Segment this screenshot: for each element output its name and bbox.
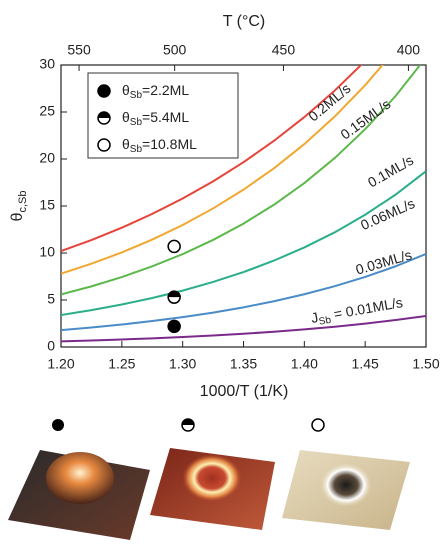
- afm-pit-3: [320, 463, 372, 507]
- curve-label: JSb = 0.01ML/s: [310, 294, 405, 329]
- legend-main: θ: [122, 136, 130, 152]
- marker: [98, 85, 110, 97]
- x-tick-label: 1.50: [412, 356, 439, 372]
- x2-tick-label: 450: [272, 42, 296, 58]
- y-tick-label: 25: [39, 103, 55, 119]
- y-tick-label: 30: [39, 56, 55, 72]
- y-tick-label: 10: [39, 244, 55, 260]
- y-tick-label: 0: [47, 338, 55, 354]
- legend-rest: =2.2ML: [142, 82, 189, 98]
- chart: T (°C) 1000/T (1/K) θc,Sb 1.201.251.301.…: [0, 0, 441, 540]
- legend-rest: =5.4ML: [142, 109, 189, 125]
- afm-ring-2: [182, 454, 242, 502]
- legend-main: θ: [122, 109, 130, 125]
- x-tick-label: 1.35: [230, 356, 257, 372]
- y-title-sub: c,Sb: [17, 191, 29, 213]
- marker: [98, 112, 110, 124]
- afm-images: [8, 419, 410, 540]
- y-axis-title: θc,Sb: [9, 191, 29, 222]
- lines: [61, 0, 426, 341]
- marker-circle: [98, 139, 110, 151]
- x2-tick-label: 550: [67, 42, 91, 58]
- curve-label-text: 0.03ML/s: [354, 246, 414, 277]
- icon-full: [52, 419, 64, 431]
- legend-sub: Sb: [130, 90, 143, 101]
- legend-sub: Sb: [130, 117, 143, 128]
- x2-tick-label: 500: [163, 42, 187, 58]
- top-axis-title: T (°C): [223, 13, 266, 30]
- x-tick-label: 1.30: [169, 356, 196, 372]
- marker: [98, 139, 110, 151]
- y-tick-label: 5: [47, 291, 55, 307]
- marker: [168, 291, 180, 303]
- y-tick-label: 15: [39, 197, 55, 213]
- x-tick-label: 1.40: [291, 356, 318, 372]
- page: T (°C) 1000/T (1/K) θc,Sb 1.201.251.301.…: [0, 0, 441, 545]
- curve-label: 0.2ML/s: [305, 80, 353, 124]
- curve: [61, 316, 426, 341]
- marker-circle: [168, 320, 180, 332]
- x-tick-label: 1.20: [47, 356, 74, 372]
- icon-empty: [312, 419, 324, 431]
- curve: [61, 171, 426, 315]
- legend-rest: =10.8ML: [142, 136, 197, 152]
- x-tick-label: 1.45: [352, 356, 379, 372]
- marker-circle: [168, 240, 180, 252]
- marker: [168, 240, 180, 252]
- legend-main: θ: [122, 82, 130, 98]
- curve-label-text: 0.2ML/s: [305, 80, 353, 124]
- y-title-main: θ: [9, 212, 26, 221]
- curve-label-text: 0.15ML/s: [337, 96, 393, 143]
- curve-label: 0.15ML/s: [337, 96, 393, 143]
- afm-bump-1: [46, 452, 114, 504]
- curve-label-text: 0.01ML/s: [344, 294, 403, 320]
- marker: [168, 320, 180, 332]
- curve-label: 0.03ML/s: [354, 246, 414, 277]
- marker-circle: [98, 85, 110, 97]
- legend-sub: Sb: [130, 144, 143, 155]
- y-tick-label: 20: [39, 150, 55, 166]
- x-axis-title: 1000/T (1/K): [200, 383, 289, 400]
- x-tick-label: 1.25: [108, 356, 135, 372]
- x2-tick-label: 400: [397, 42, 421, 58]
